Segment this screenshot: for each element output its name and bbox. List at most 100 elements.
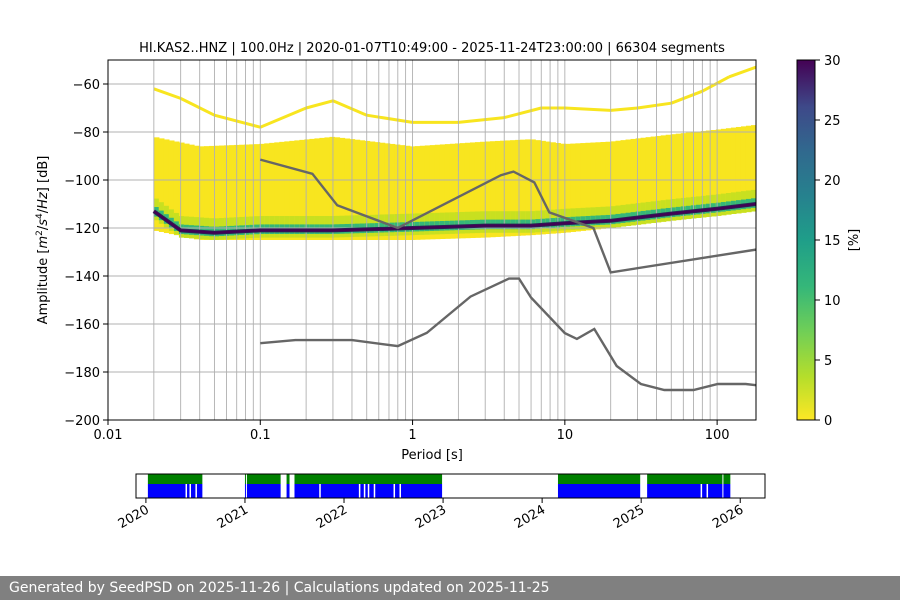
density-cell (700, 131, 707, 218)
colorbar-ticks: 0 5 10 15 20 25 30 (815, 54, 841, 429)
density-cell (575, 143, 581, 232)
density-cell (590, 142, 597, 230)
density-cell (675, 133, 682, 221)
density-cell (369, 141, 376, 240)
processed-segment (723, 484, 731, 498)
density-cell (580, 143, 586, 231)
data-gap (367, 484, 370, 498)
density-cell (294, 140, 300, 240)
density-cell (454, 143, 461, 239)
density-cell (324, 137, 331, 240)
density-cell (540, 140, 546, 235)
plot-frame (107, 59, 757, 421)
density-cell (439, 144, 446, 240)
density-cell (605, 141, 612, 229)
x-axis-label: Period [s] (401, 448, 463, 463)
data-gap (706, 484, 709, 498)
density-cell (183, 143, 190, 238)
density-cell (259, 143, 265, 240)
density-cell (600, 142, 607, 229)
density-cell (670, 134, 677, 221)
x-tick-label: 1 (408, 428, 416, 443)
density-cell (490, 141, 496, 238)
density-cell (640, 137, 647, 225)
footer-text: Generated by SeedPSD on 2025-11-26 | Cal… (9, 580, 550, 596)
density-cell (595, 142, 602, 230)
density-cell (505, 140, 511, 237)
timeline-frame (135, 473, 766, 499)
processed-segment (557, 484, 641, 498)
nhnm-curve (259, 158, 756, 274)
density-cell (520, 139, 526, 236)
colorbar-tick-label: 0 (824, 414, 832, 429)
density-cell (434, 144, 441, 240)
y-axis-label-part: ] [dB] (36, 156, 51, 193)
sparse-density-trace (214, 113, 261, 129)
density-cell (655, 135, 662, 223)
density-cell (665, 134, 672, 222)
data-gap (363, 484, 366, 498)
density-cell (279, 141, 285, 240)
density-cell (565, 143, 571, 233)
data-gap (399, 484, 401, 498)
colorbar-tick-label: 10 (824, 294, 841, 309)
density-cell (178, 142, 185, 237)
colorbar-label: [%] (847, 229, 862, 252)
x-tick-label: 100 (705, 428, 730, 443)
density-cell (464, 142, 471, 239)
data-gap (700, 484, 703, 498)
y-axis-ticks: −200 −180 −160 −140 −120 −100 −80 −60 (64, 78, 108, 429)
y-tick-label: −60 (73, 78, 100, 93)
density-cell (620, 140, 627, 227)
processed-segment (647, 484, 723, 498)
density-cell (474, 142, 481, 238)
available-segment (286, 474, 290, 484)
density-cell (284, 141, 290, 240)
y-axis-label-part: s (36, 219, 51, 226)
density-cell (545, 141, 551, 235)
density-cell (389, 143, 396, 240)
x-axis-ticks: 0.01 0.1 1 10 100 (94, 420, 730, 443)
density-cell (173, 141, 180, 236)
y-tick-label: −80 (73, 126, 100, 141)
density-cell (359, 140, 366, 240)
density-cell (329, 136, 336, 240)
density-cell (635, 138, 642, 225)
timeline-segments (147, 474, 731, 498)
density-cell (249, 144, 255, 240)
psd-mode-band (152, 202, 756, 235)
density-cell (219, 145, 225, 240)
data-gap (373, 484, 376, 498)
data-gap (185, 484, 188, 498)
available-segment (294, 474, 443, 484)
density-cell (209, 145, 215, 240)
density-cell (720, 128, 727, 216)
density-cell (264, 143, 270, 240)
data-gap (393, 484, 396, 498)
data-gap (195, 484, 197, 498)
density-cell (735, 126, 742, 214)
y-axis-label-part: Hz (36, 191, 51, 209)
psd-figure: HI.KAS2..HNZ | 100.0Hz | 2020-01-07T10:4… (35, 41, 862, 532)
density-cell (404, 145, 411, 240)
density-cell (199, 146, 205, 240)
density-cell (239, 144, 245, 240)
timeline-tick-label: 2025 (611, 502, 647, 532)
density-cell (745, 125, 752, 213)
available-segment (244, 474, 246, 484)
density-cell (660, 135, 667, 222)
timeline-tick-label: 2024 (512, 502, 548, 532)
available-segment (246, 474, 281, 484)
density-cell (429, 145, 436, 240)
sparse-density-trace (564, 106, 611, 112)
density-cell (570, 143, 576, 232)
density-cell (495, 140, 501, 237)
density-cell (304, 139, 310, 240)
density-cell (384, 143, 391, 240)
density-cell (715, 129, 722, 216)
density-cell (339, 137, 346, 240)
density-cell (630, 138, 637, 226)
y-tick-label: −120 (64, 222, 100, 237)
processed-segment (147, 484, 203, 498)
density-cell (163, 139, 170, 234)
